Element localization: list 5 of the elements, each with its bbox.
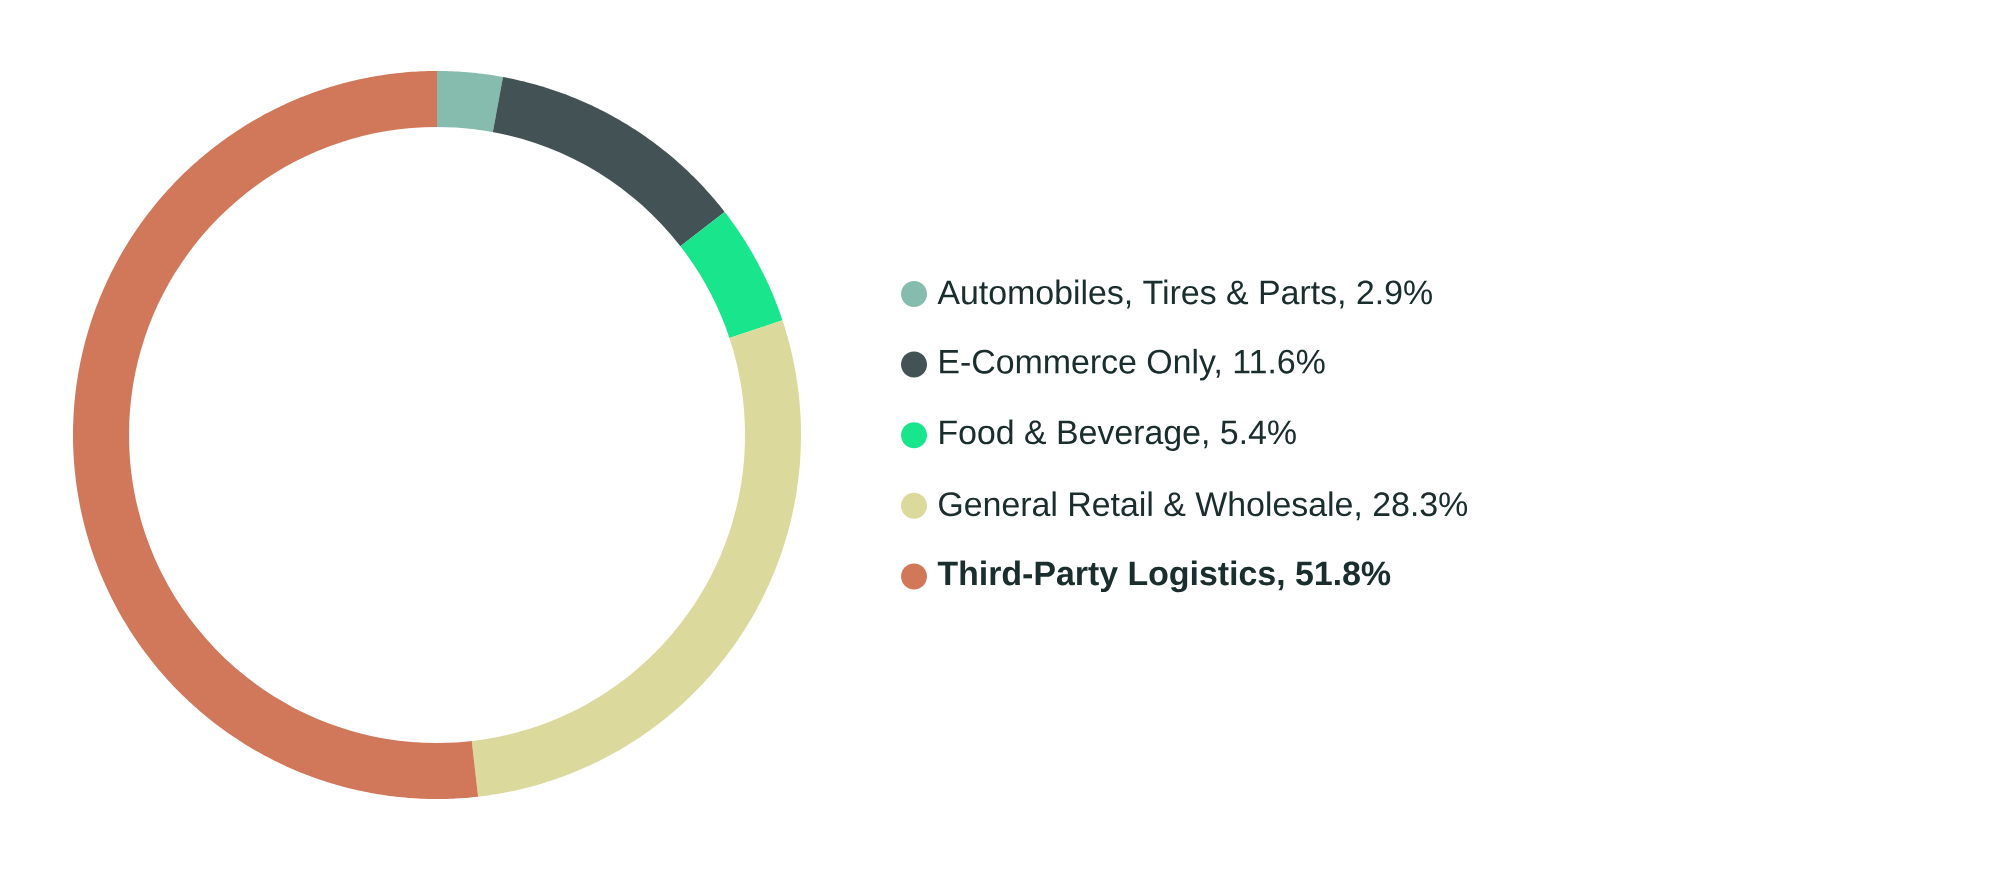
legend-label: Third-Party Logistics, 51.8%	[937, 560, 1391, 593]
legend-label: General Retail & Wholesale, 28.3%	[939, 491, 1468, 521]
legend-label: Food & Beverage, 5.4%	[940, 419, 1296, 451]
legend-label: Automobiles, Tires & Parts, 2.9%	[937, 279, 1432, 309]
legend-label: E-Commerce Only, 11.6%	[940, 348, 1325, 381]
